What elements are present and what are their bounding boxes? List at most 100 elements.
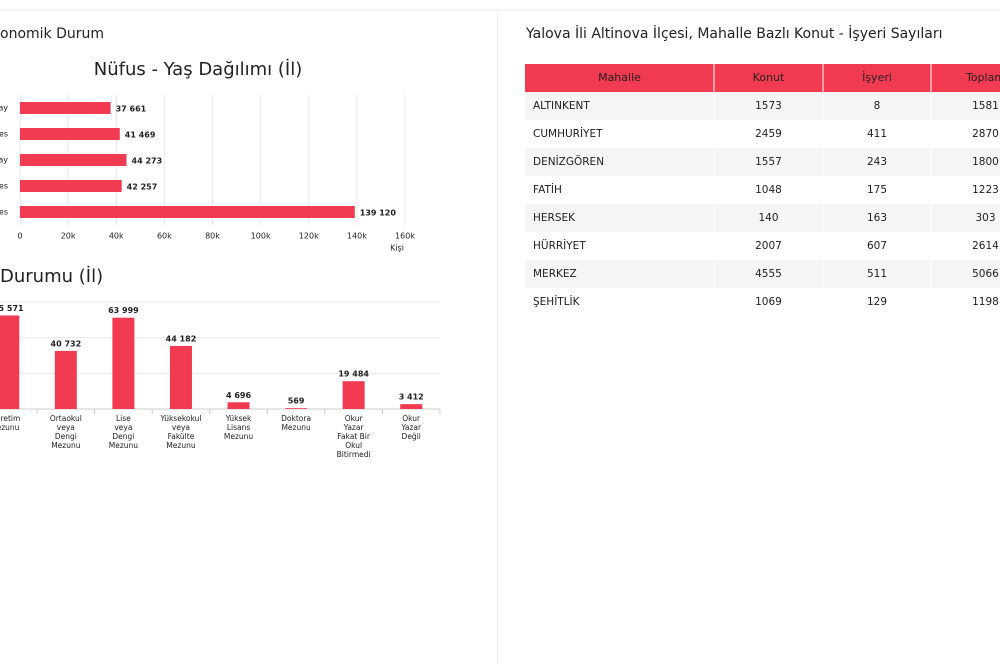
table-cell: 1198	[972, 296, 999, 308]
table-title: Yalova İli Altinova İlçesi, Mahalle Bazl…	[525, 24, 942, 42]
x-tick-label: ğretim	[0, 414, 20, 423]
table-header-cell: İşyeri	[862, 71, 892, 84]
x-tick-label: Dengi	[112, 432, 134, 441]
table-header-cell: Mahalle	[598, 71, 641, 84]
value-label: 37 661	[116, 105, 147, 114]
bar	[20, 102, 111, 114]
table-cell: 1573	[755, 100, 782, 112]
table-cell: 2614	[972, 240, 999, 252]
x-tick-label: Yazar	[343, 423, 365, 432]
value-label: 41 469	[125, 131, 156, 140]
table-header-cell: Konut	[753, 71, 785, 84]
table-cell: 511	[867, 268, 887, 280]
x-tick-label: Okur	[345, 414, 364, 423]
x-tick-label: Yüksekokul	[159, 414, 201, 423]
x-tick-label: 120k	[299, 232, 319, 241]
table-row	[525, 288, 1000, 316]
table-cell: 129	[867, 296, 887, 308]
value-label: 44 182	[166, 334, 197, 343]
value-label: 3 412	[399, 393, 424, 402]
table-cell: HERSEK	[533, 212, 576, 224]
bar	[20, 128, 120, 140]
table-header-bg	[525, 64, 1000, 92]
x-tick-label: Yüksek	[225, 414, 252, 423]
table-cell: 243	[867, 156, 887, 168]
value-label: 19 484	[338, 370, 369, 379]
bar	[0, 315, 20, 409]
table-cell: 4555	[755, 268, 782, 280]
bar	[169, 345, 192, 409]
y-tick-label: ay	[0, 156, 8, 165]
y-tick-label: ay	[0, 104, 8, 113]
x-tick-label: 20k	[61, 232, 76, 241]
table-cell: ŞEHİTLİK	[533, 295, 581, 308]
x-tick-label: veya	[57, 423, 75, 432]
table-row	[525, 92, 1000, 120]
bar	[20, 154, 127, 166]
table-row	[525, 176, 1000, 204]
table-cell: 8	[874, 100, 881, 112]
table-cell: 411	[867, 128, 887, 140]
y-tick-label: es	[0, 182, 8, 191]
bar	[54, 350, 77, 409]
y-tick-label: es	[0, 208, 8, 217]
x-tick-label: 160k	[395, 232, 415, 241]
table-cell: 1069	[755, 296, 782, 308]
value-label: 44 273	[132, 157, 163, 166]
table-cell: FATİH	[533, 183, 562, 196]
table-cell: HÜRRİYET	[533, 239, 586, 252]
value-label: 40 732	[51, 339, 82, 348]
table-row	[525, 148, 1000, 176]
bar	[342, 381, 365, 409]
bar	[20, 206, 355, 218]
x-tick-label: ezunu	[0, 423, 20, 432]
x-tick-label: Fakat Bir	[337, 432, 371, 441]
x-tick-label: Ortaokul	[50, 414, 82, 423]
chart-title: Nüfus - Yaş Dağılımı (İl)	[94, 59, 303, 80]
x-tick-label: 140k	[347, 232, 367, 241]
x-tick-label: Değil	[402, 432, 421, 441]
table-cell: 303	[975, 212, 995, 224]
bar	[285, 408, 308, 409]
table-cell: 140	[758, 212, 778, 224]
x-tick-label: Fakülte	[168, 432, 195, 441]
x-tick-label: veya	[172, 423, 190, 432]
bar	[400, 404, 423, 409]
bar	[112, 317, 135, 409]
value-label: 42 257	[127, 183, 158, 192]
x-tick-label: Mezunu	[51, 441, 81, 450]
table-cell: MERKEZ	[533, 268, 577, 280]
table-cell: 5066	[972, 268, 999, 280]
x-tick-label: Lise	[116, 414, 131, 423]
x-tick-label: 0	[17, 232, 22, 241]
bar	[20, 180, 122, 192]
x-tick-label: Mezunu	[224, 432, 254, 441]
table-row	[525, 204, 1000, 232]
table-cell: 163	[867, 212, 887, 224]
table-cell: 1581	[972, 100, 999, 112]
x-tick-label: 100k	[251, 232, 271, 241]
x-tick-label: Mezunu	[166, 441, 196, 450]
value-label: 65 571	[0, 304, 24, 313]
table-row	[525, 232, 1000, 260]
table-cell: 2007	[755, 240, 782, 252]
x-tick-label: Mezunu	[109, 441, 139, 450]
table-cell: CUMHURİYET	[533, 127, 603, 140]
table-cell: 1048	[755, 184, 782, 196]
table-cell: ALTINKENT	[533, 100, 590, 112]
table-header-cell: Toplam	[965, 71, 1000, 84]
x-tick-label: Okul	[345, 441, 362, 450]
table-cell: 1223	[972, 184, 999, 196]
x-tick-label: Okur	[402, 414, 421, 423]
table-cell: 1557	[755, 156, 782, 168]
x-tick-label: 60k	[157, 232, 172, 241]
table-row	[525, 260, 1000, 288]
value-label: 4 696	[226, 391, 251, 400]
table-cell: 175	[867, 184, 887, 196]
x-tick-label: Yazar	[400, 423, 422, 432]
x-tick-label: Doktora	[281, 414, 311, 423]
x-tick-label: Bitirmedi	[337, 450, 371, 459]
table-row	[525, 120, 1000, 148]
section-title: onomik Durum	[0, 26, 104, 42]
